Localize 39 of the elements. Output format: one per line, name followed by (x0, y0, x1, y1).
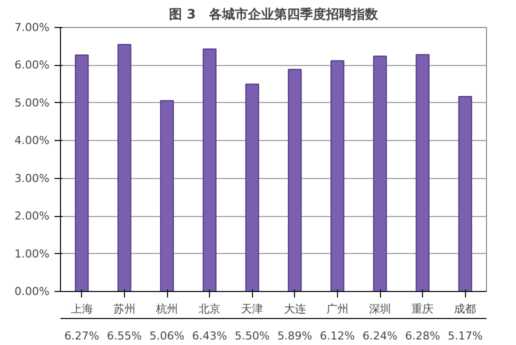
x-tick-label: 成都 (454, 302, 476, 316)
x-tick-label: 重庆 (412, 302, 434, 316)
bar (160, 100, 174, 292)
bar (118, 44, 132, 292)
bar (373, 56, 387, 292)
x-tick-label: 杭州 (155, 302, 178, 316)
chart-title: 图 3 各城市企业第四季度招聘指数 (169, 6, 379, 22)
bar (458, 96, 472, 292)
x-tick-label: 上海 (70, 302, 93, 316)
x-tick-label: 大连 (284, 302, 306, 316)
y-tick-label: 1.00% (14, 247, 50, 260)
x-tick-label: 天津 (241, 302, 264, 316)
y-tick-label: 3.00% (14, 172, 50, 185)
x-tick-label: 广州 (326, 302, 348, 316)
data-label: 6.12% (320, 330, 355, 342)
data-label: 6.55% (106, 330, 142, 342)
y-tick-label: 6.00% (14, 58, 50, 72)
x-tick-label: 北京 (198, 302, 221, 316)
data-label: 5.50% (234, 330, 270, 342)
y-tick-label: 5.00% (14, 96, 50, 110)
data-label: 5.89% (277, 330, 312, 342)
data-label: 5.06% (150, 330, 184, 342)
data-label: 5.17% (448, 330, 483, 342)
data-label: 6.24% (362, 330, 398, 342)
bar (416, 54, 430, 292)
data-label: 6.28% (405, 330, 440, 342)
y-tick-label: 7.00% (14, 21, 50, 34)
bar (330, 60, 344, 292)
y-tick-label: 4.00% (14, 134, 50, 148)
x-tick-label: 苏州 (113, 302, 136, 316)
data-label: 6.27% (64, 330, 100, 342)
y-tick-label: 2.00% (14, 210, 50, 223)
bar (245, 84, 260, 292)
bar (74, 54, 89, 292)
bar (288, 68, 302, 292)
data-label: 6.43% (192, 330, 228, 342)
bar (202, 48, 216, 292)
x-tick-label: 深圳 (369, 302, 391, 316)
y-tick-label: 0.00% (14, 285, 50, 298)
